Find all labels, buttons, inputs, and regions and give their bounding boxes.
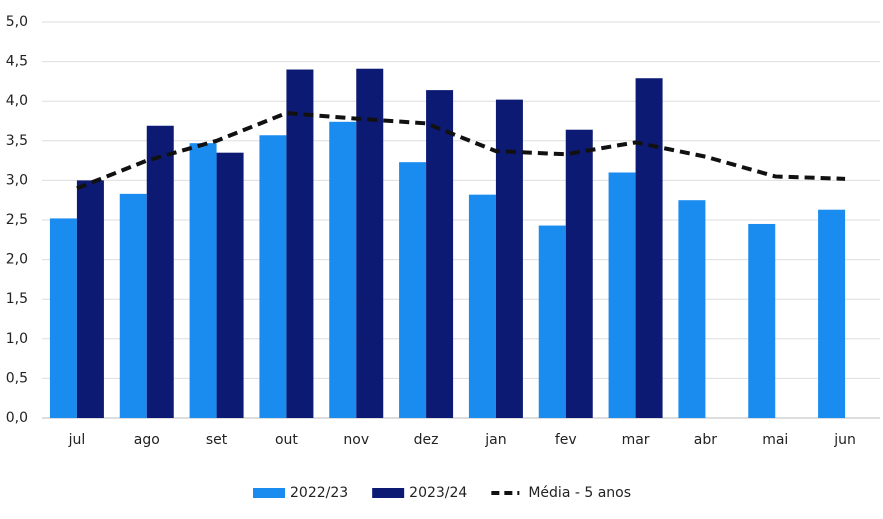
bar xyxy=(426,90,454,418)
bar xyxy=(635,78,663,419)
x-tick-label: jul xyxy=(68,432,86,448)
y-tick-label: 3,0 xyxy=(6,172,28,188)
x-tick-label: mar xyxy=(622,432,650,448)
legend-label: 2022/23 xyxy=(290,485,348,501)
bar xyxy=(565,129,593,418)
bar xyxy=(76,180,104,418)
bar xyxy=(329,121,357,419)
legend-label: Média - 5 anos xyxy=(528,485,631,501)
bar xyxy=(49,218,77,418)
x-tick-label: set xyxy=(206,432,228,448)
y-tick-label: 5,0 xyxy=(6,14,28,30)
bar xyxy=(216,152,244,418)
legend-swatch xyxy=(372,488,405,498)
x-tick-label: dez xyxy=(414,432,439,448)
x-tick-label: jun xyxy=(833,432,856,448)
bar xyxy=(748,223,776,418)
bar xyxy=(818,209,846,418)
x-tick-label: mai xyxy=(762,432,788,448)
bar xyxy=(678,200,706,418)
bar xyxy=(189,143,217,418)
y-tick-label: 3,5 xyxy=(6,133,28,149)
y-tick-label: 2,0 xyxy=(6,252,28,268)
bar xyxy=(608,172,636,418)
y-tick-label: 4,0 xyxy=(6,93,28,109)
x-tick-label: abr xyxy=(694,432,717,448)
y-tick-label: 0,5 xyxy=(6,370,28,386)
bar xyxy=(495,99,523,418)
bar xyxy=(119,193,147,418)
y-tick-label: 4,5 xyxy=(6,54,28,70)
y-tick-label: 1,5 xyxy=(6,291,28,307)
line xyxy=(76,111,846,191)
bar xyxy=(146,125,174,418)
legend-swatch xyxy=(253,488,285,498)
legend-label: 2023/24 xyxy=(409,485,467,501)
y-tick-label: 1,0 xyxy=(6,331,28,347)
bar xyxy=(399,162,427,418)
x-tick-label: nov xyxy=(343,432,369,448)
bar xyxy=(538,225,566,418)
y-tick-label: 2,5 xyxy=(6,212,28,228)
x-tick-label: ago xyxy=(134,432,160,448)
bar xyxy=(468,194,496,418)
bar xyxy=(259,135,287,419)
y-tick-label: 0,0 xyxy=(6,410,28,426)
x-tick-label: out xyxy=(275,432,298,448)
x-tick-label: jan xyxy=(484,432,506,448)
bar xyxy=(286,69,314,419)
x-tick-label: fev xyxy=(555,432,577,448)
bar xyxy=(356,68,384,418)
